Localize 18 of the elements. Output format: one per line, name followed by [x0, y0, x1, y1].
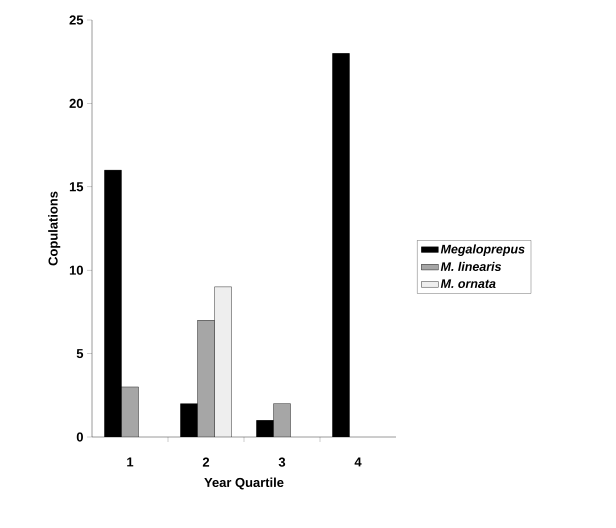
bar	[197, 320, 215, 437]
x-tick-label: 3	[278, 458, 286, 467]
bar	[121, 386, 139, 437]
bar	[273, 403, 291, 437]
x-tick-label: 1	[127, 458, 134, 466]
y-tick-label: 10	[70, 266, 83, 275]
y-tick-label: 15	[70, 182, 84, 192]
y-tick-label: 20	[70, 98, 83, 108]
y-tick-label: 25	[70, 15, 84, 25]
legend-label: M. ornata	[440, 279, 496, 288]
legend-label: M. linearis	[440, 262, 502, 272]
y-tick-label: 0	[76, 432, 83, 442]
y-tick-label: 5	[76, 349, 84, 358]
y-axis-title: Copulations	[48, 192, 60, 266]
legend-label: Megaloprepus	[440, 244, 525, 256]
x-axis-title: Year Quartile	[204, 478, 284, 490]
x-tick-label: 2	[202, 458, 210, 467]
x-tick-label: 4	[354, 458, 362, 466]
